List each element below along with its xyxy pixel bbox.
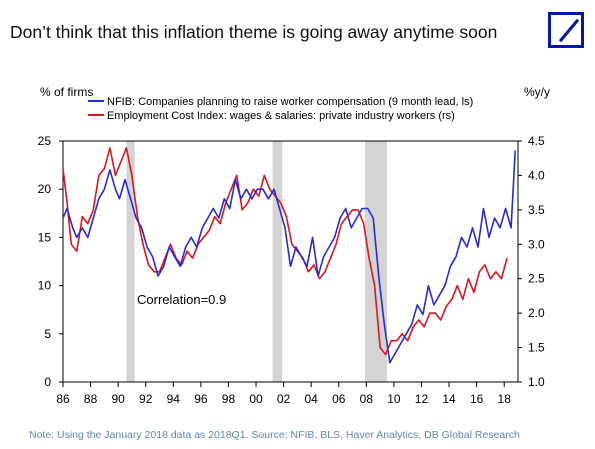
y-right-tick-label: 4.0 xyxy=(528,168,545,182)
x-tick-label: 16 xyxy=(470,392,484,406)
x-tick-label: 08 xyxy=(360,392,374,406)
y-left-tick-label: 10 xyxy=(38,279,52,293)
x-tick-label: 06 xyxy=(332,392,346,406)
recession-band xyxy=(364,141,388,382)
legend-label: Employment Cost Index: wages & salaries:… xyxy=(107,110,455,122)
series-lines xyxy=(62,147,516,364)
y-left-tick-label: 15 xyxy=(38,230,52,244)
footnote: Note: Using the January 2018 data as 201… xyxy=(29,429,520,441)
legend-label: NFIB: Companies planning to raise worker… xyxy=(107,96,473,108)
y-right-tick-label: 3.0 xyxy=(528,237,545,251)
x-tick-label: 10 xyxy=(387,392,401,406)
deutsche-bank-logo-icon xyxy=(548,12,584,48)
x-tick-label: 98 xyxy=(222,392,236,406)
x-tick-label: 94 xyxy=(167,392,181,406)
x-tick-label: 04 xyxy=(305,392,319,406)
recession-bands xyxy=(126,141,388,382)
recession-band xyxy=(126,141,135,382)
y-axis-right-ticks: 1.0 1.5 2.0 2.5 3.0 3.5 4.0 4.5 xyxy=(518,134,545,389)
x-tick-label: 92 xyxy=(139,392,153,406)
x-tick-label: 02 xyxy=(277,392,291,406)
y-axis-left-ticks: 0 5 10 15 20 25 xyxy=(38,134,63,389)
y-right-tick-label: 1.5 xyxy=(528,341,545,355)
y-axis-right-label: %y/y xyxy=(524,85,550,99)
y-right-tick-label: 4.5 xyxy=(528,134,545,148)
x-tick-label: 90 xyxy=(111,392,125,406)
y-left-tick-label: 0 xyxy=(44,375,51,389)
x-axis-ticks: 86 88 90 92 94 96 98 00 02 04 06 08 10 12 14 16 18 xyxy=(56,382,511,406)
y-right-tick-label: 1.0 xyxy=(528,375,545,389)
page-title: Don’t think that this inflation theme is… xyxy=(10,22,498,42)
plot-frame xyxy=(62,140,519,383)
legend: NFIB: Companies planning to raise worker… xyxy=(88,96,473,122)
x-tick-label: 18 xyxy=(498,392,512,406)
y-left-tick-label: 5 xyxy=(44,327,51,341)
x-tick-label: 88 xyxy=(84,392,98,406)
correlation-annotation: Correlation=0.9 xyxy=(137,292,226,307)
x-tick-label: 96 xyxy=(194,392,208,406)
y-right-tick-label: 2.5 xyxy=(528,272,545,286)
y-right-tick-label: 3.5 xyxy=(528,203,545,217)
x-tick-label: 12 xyxy=(415,392,429,406)
y-right-tick-label: 2.0 xyxy=(528,306,545,320)
y-left-tick-label: 25 xyxy=(38,134,52,148)
eci-series-line xyxy=(62,147,508,356)
x-tick-label: 00 xyxy=(249,392,263,406)
x-tick-label: 14 xyxy=(442,392,456,406)
x-tick-label: 86 xyxy=(56,392,70,406)
y-left-tick-label: 20 xyxy=(38,182,52,196)
nfib-series-line xyxy=(62,150,516,364)
recession-band xyxy=(272,141,283,382)
y-axis-left-label: % of firms xyxy=(40,85,93,99)
